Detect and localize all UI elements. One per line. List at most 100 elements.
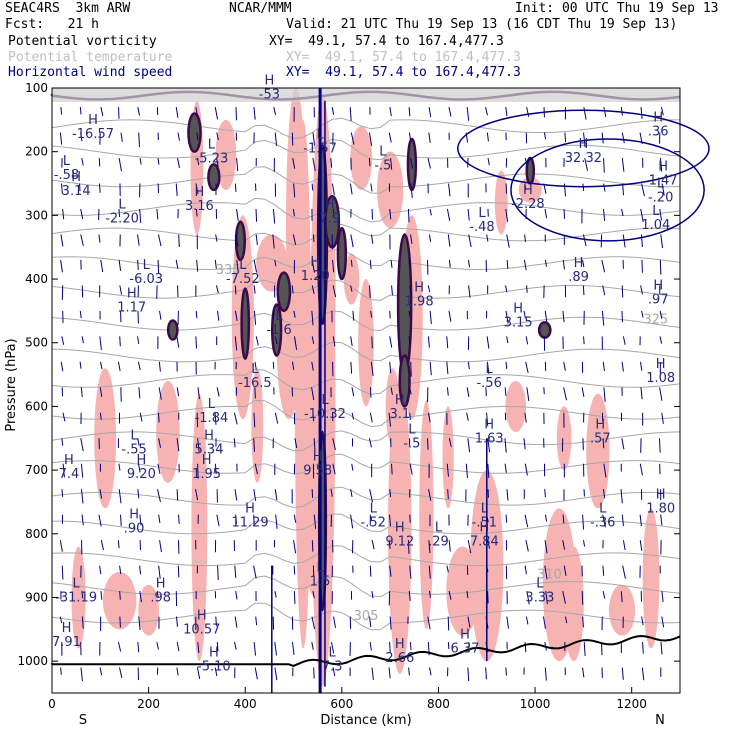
y-tick-label: 300 <box>25 208 48 222</box>
wind-vector <box>582 285 585 296</box>
wind-vector <box>466 387 470 397</box>
wind-vector <box>427 285 431 293</box>
wind-vector <box>370 361 374 376</box>
extremum-type-label: L <box>275 309 283 324</box>
wind-vector <box>157 157 160 165</box>
wind-vector <box>659 208 662 221</box>
wind-vector <box>429 208 432 216</box>
wind-vector <box>466 412 469 421</box>
wind-vector <box>642 642 644 654</box>
wind-vector <box>525 336 529 345</box>
wind-vector <box>544 489 546 498</box>
wind-vector <box>61 336 65 345</box>
wind-vector <box>98 514 102 527</box>
wind-vector <box>388 540 391 549</box>
wind-vector <box>427 616 431 630</box>
wind-vector <box>448 107 452 117</box>
wind-vector <box>505 667 507 676</box>
wind-vector <box>313 438 316 452</box>
wind-vector <box>138 616 141 631</box>
wind-vector <box>332 259 335 273</box>
extremum-value-label: 11.29 <box>231 515 268 530</box>
extremum-type-label: H <box>325 198 335 213</box>
wind-vector <box>312 157 316 171</box>
wind-vector <box>235 514 238 524</box>
wind-vector <box>563 183 566 197</box>
wind-vector <box>350 361 353 374</box>
wind-vector <box>196 157 200 166</box>
wind-vector <box>81 489 84 504</box>
wind-vector <box>177 565 180 578</box>
y-tick-label: 500 <box>25 336 48 350</box>
extremum-type-label: L <box>652 204 660 219</box>
wind-vector <box>562 590 566 604</box>
wind-vector <box>408 310 411 319</box>
wind-vector <box>274 591 277 598</box>
wind-vector <box>467 667 470 682</box>
wind-vector <box>350 285 353 292</box>
wind-vector <box>117 540 120 549</box>
wind-vector <box>312 234 315 242</box>
wind-vector <box>621 667 624 680</box>
extremum-value-label: 5.34 <box>195 443 224 458</box>
wind-vector <box>214 667 218 677</box>
wind-vector <box>524 514 529 528</box>
wind-vector <box>429 361 432 376</box>
wind-vector <box>562 514 565 524</box>
wind-vector <box>292 157 296 169</box>
wind-vector <box>621 285 624 298</box>
wind-vector <box>526 591 530 605</box>
wind-vector <box>487 157 490 166</box>
wind-vector <box>215 616 217 627</box>
wind-vector <box>178 234 180 248</box>
wind-vector <box>562 540 566 550</box>
wind-vector <box>389 336 393 348</box>
pink-fill-layer <box>71 88 660 687</box>
extremum-value-label: -.5 <box>374 159 391 174</box>
extremum-type-label: H <box>136 453 146 468</box>
wind-vector <box>603 463 607 478</box>
wind-vector <box>119 285 123 295</box>
wind-vector <box>253 285 256 294</box>
wind-vector <box>62 412 66 422</box>
wind-vector <box>62 208 65 220</box>
wind-vector <box>137 336 140 344</box>
wind-vector <box>583 642 586 657</box>
wind-vector <box>330 489 333 497</box>
wind-vector <box>293 310 296 318</box>
wind-vector <box>274 412 279 424</box>
wind-vector <box>255 616 258 626</box>
extremum-type-label: H <box>127 287 137 302</box>
wind-vector <box>137 234 140 246</box>
wind-vector <box>410 183 413 199</box>
extremum-type-label: H <box>574 256 584 271</box>
wind-vector <box>429 310 432 324</box>
wind-vector <box>99 489 103 499</box>
pv-high-shading <box>52 88 680 102</box>
extremum-type-label: H <box>595 417 605 432</box>
wind-vector <box>407 540 410 554</box>
extremum-type-label: L <box>481 501 489 516</box>
extremum-type-label: L <box>130 429 138 444</box>
wind-vector <box>159 540 162 553</box>
wind-vector <box>118 157 122 172</box>
wind-vector <box>59 616 63 624</box>
extremum-value-label: 9.12 <box>385 534 414 549</box>
wind-vector <box>410 234 413 244</box>
extremum-type-label: L <box>118 198 126 213</box>
theta-contour-line <box>51 399 681 428</box>
pink-fill-streak <box>350 126 373 190</box>
wind-vector <box>544 667 547 681</box>
wind-vector <box>332 208 335 217</box>
wind-vector <box>195 208 198 217</box>
theta-contour-line <box>51 430 681 452</box>
wind-vector <box>661 591 664 603</box>
wind-vector <box>389 642 391 653</box>
wind-vector <box>139 565 142 575</box>
wind-vector <box>583 132 586 147</box>
wind-vector <box>525 616 529 625</box>
wind-vector <box>505 514 508 523</box>
wind-vector <box>274 489 278 501</box>
pv-contour-loop <box>398 354 411 408</box>
extremum-type-label: H <box>653 110 663 125</box>
